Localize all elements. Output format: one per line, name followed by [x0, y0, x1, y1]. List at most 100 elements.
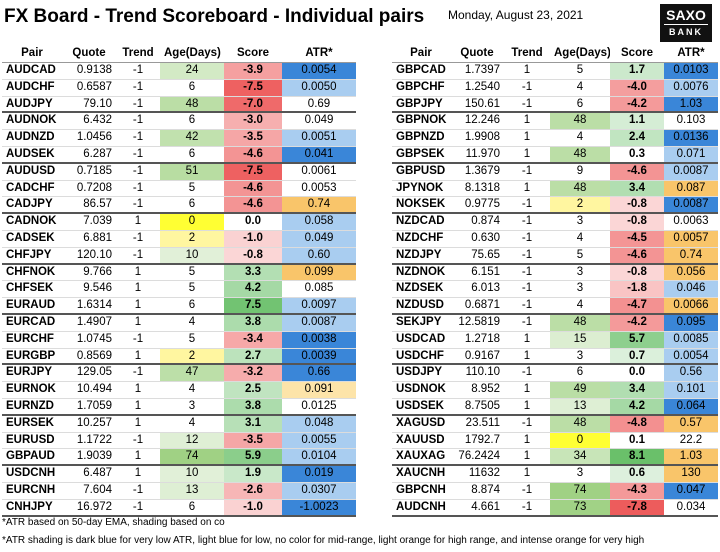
- atr-cell: 0.048: [282, 415, 356, 433]
- atr-cell: 0.034: [664, 500, 718, 517]
- quote-cell: 1.4907: [62, 315, 116, 332]
- trend-cell: -1: [116, 113, 160, 131]
- age-cell: 4: [550, 80, 610, 97]
- trend-cell: -1: [116, 197, 160, 215]
- atr-cell: 0.095: [664, 315, 718, 332]
- pair-cell: NZDJPY: [392, 248, 450, 265]
- quote-cell: 8.7505: [450, 399, 504, 416]
- atr-cell: 0.0066: [664, 298, 718, 315]
- atr-cell: 1.03: [664, 96, 718, 114]
- quote-cell: 1.9908: [450, 130, 504, 147]
- pair-cell: CHFJPY: [2, 248, 62, 265]
- trend-cell: 1: [116, 349, 160, 366]
- column-header: Trend: [504, 44, 550, 63]
- age-cell: 2: [160, 231, 224, 248]
- quote-cell: 23.511: [450, 416, 504, 433]
- pair-cell: AUDJPY: [2, 97, 62, 114]
- atr-cell: 0.0104: [282, 449, 356, 467]
- pair-cell: AUDSEK: [2, 147, 62, 164]
- column-header: ATR*: [664, 44, 718, 63]
- score-cell: 1.7: [610, 63, 664, 80]
- pair-cell: CADCHF: [2, 181, 62, 198]
- trend-cell: -1: [116, 97, 160, 114]
- quote-cell: 1.6314: [62, 298, 116, 315]
- score-cell: -3.0: [224, 113, 282, 131]
- score-cell: -4.6: [224, 180, 282, 198]
- score-cell: 4.2: [224, 281, 282, 299]
- quote-cell: 1.7059: [62, 399, 116, 416]
- score-cell: 3.1: [224, 415, 282, 433]
- score-cell: -4.2: [610, 96, 664, 114]
- quote-cell: 6.287: [62, 147, 116, 164]
- atr-cell: 0.0057: [664, 231, 718, 248]
- atr-cell: 0.099: [282, 264, 356, 282]
- trend-cell: 1: [504, 466, 550, 483]
- quote-cell: 76.2424: [450, 449, 504, 467]
- age-cell: 34: [550, 449, 610, 467]
- atr-cell: 0.049: [282, 113, 356, 131]
- pair-cell: AUDCAD: [2, 63, 62, 80]
- trend-cell: -1: [116, 433, 160, 450]
- atr-cell: 0.047: [664, 483, 718, 500]
- age-cell: 10: [160, 247, 224, 265]
- atr-cell: 0.0038: [282, 331, 356, 349]
- column-header: Age(Days): [160, 44, 224, 63]
- atr-cell: 0.0055: [282, 432, 356, 450]
- score-cell: 5.7: [610, 331, 664, 349]
- trend-cell: 1: [504, 449, 550, 467]
- atr-cell: 0.0054: [664, 348, 718, 366]
- trend-cell: -1: [504, 248, 550, 265]
- quote-cell: 150.61: [450, 97, 504, 114]
- trend-cell: -1: [116, 248, 160, 265]
- age-cell: 48: [160, 96, 224, 114]
- trend-cell: -1: [504, 265, 550, 282]
- logo-top: SAXO: [664, 6, 708, 25]
- pair-cell: EURAUD: [2, 298, 62, 315]
- logo: SAXO BANK: [660, 4, 712, 42]
- pair-cell: GBPNOK: [392, 113, 450, 131]
- age-cell: 48: [550, 147, 610, 164]
- quote-cell: 10.257: [62, 416, 116, 433]
- age-cell: 6: [160, 80, 224, 97]
- quote-cell: 79.10: [62, 97, 116, 114]
- atr-cell: 0.046: [664, 281, 718, 299]
- quote-cell: 1.2718: [450, 332, 504, 349]
- footnote: *ATR based on 50-day EMA, shading based …: [2, 517, 225, 528]
- trend-cell: 1: [504, 433, 550, 450]
- trend-cell: 1: [116, 449, 160, 467]
- pair-cell: CADSEK: [2, 231, 62, 248]
- score-cell: -4.6: [610, 247, 664, 265]
- age-cell: 42: [160, 130, 224, 147]
- quote-cell: 12.5819: [450, 315, 504, 332]
- age-cell: 4: [160, 315, 224, 332]
- age-cell: 13: [550, 399, 610, 416]
- score-cell: -3.9: [224, 63, 282, 80]
- quote-cell: 75.65: [450, 248, 504, 265]
- age-cell: 3: [550, 349, 610, 366]
- trend-cell: 1: [116, 214, 160, 231]
- trend-cell: 1: [504, 130, 550, 147]
- column-header: ATR*: [282, 44, 356, 63]
- pair-cell: GBPCAD: [392, 63, 450, 80]
- trend-cell: 1: [116, 281, 160, 299]
- age-cell: 48: [550, 113, 610, 131]
- age-cell: 4: [550, 298, 610, 315]
- atr-cell: 0.0054: [282, 63, 356, 80]
- trend-cell: -1: [504, 315, 550, 332]
- score-cell: -4.0: [610, 79, 664, 97]
- pair-cell: GBPNZD: [392, 130, 450, 147]
- score-cell: -4.5: [610, 231, 664, 248]
- trend-cell: 1: [504, 332, 550, 349]
- quote-cell: 8.874: [450, 483, 504, 500]
- pair-cell: GBPSEK: [392, 147, 450, 164]
- atr-cell: 0.103: [664, 113, 718, 131]
- column-header: Score: [610, 44, 664, 63]
- quote-cell: 120.10: [62, 248, 116, 265]
- age-cell: 51: [160, 163, 224, 181]
- score-cell: -1.0: [224, 231, 282, 248]
- atr-cell: 0.041: [282, 147, 356, 164]
- age-cell: 5: [160, 265, 224, 282]
- atr-cell: 0.0076: [664, 79, 718, 97]
- pair-cell: GBPUSD: [392, 164, 450, 181]
- atr-cell: 0.0063: [664, 214, 718, 231]
